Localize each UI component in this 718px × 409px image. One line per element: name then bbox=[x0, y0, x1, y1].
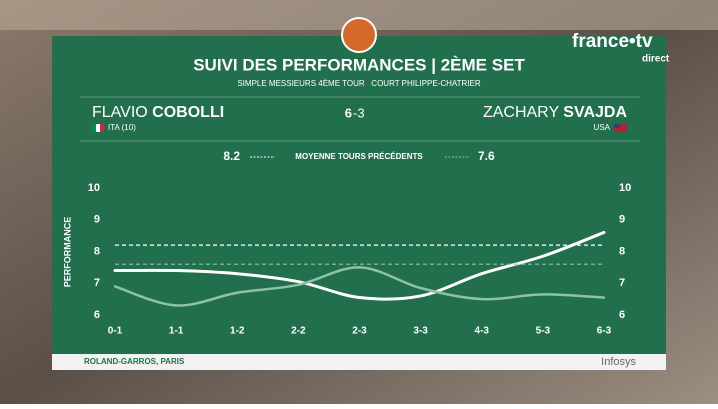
y-tick-label: 8 bbox=[94, 245, 100, 257]
flag bbox=[92, 124, 96, 132]
flag bbox=[96, 124, 100, 132]
y-tick-label: 9 bbox=[619, 214, 625, 226]
player1-name: FLAVIO COBOLLI bbox=[92, 104, 224, 121]
series-line bbox=[113, 230, 606, 301]
y-tick-label: 10 bbox=[88, 182, 100, 194]
subtitle: SIMPLE MESSIEURS 4ÈME TOUR COURT PHILIPP… bbox=[237, 79, 481, 88]
x-tick-label: 2-3 bbox=[352, 326, 367, 337]
y-tick-label: 6 bbox=[94, 309, 100, 321]
y-axis-label: PERFORMANCE bbox=[62, 217, 72, 288]
y-tick-label: 10 bbox=[619, 182, 631, 194]
flag bbox=[100, 124, 104, 132]
y-tick-label: 7 bbox=[94, 277, 100, 289]
y-tick-label: 9 bbox=[94, 214, 100, 226]
average-value: 8.2 bbox=[223, 149, 240, 163]
player2-name: ZACHARY SVAJDA bbox=[483, 104, 627, 121]
score: 6 bbox=[345, 105, 352, 120]
player1-country: ITA (10) bbox=[108, 123, 136, 132]
sponsor: Infosys bbox=[601, 356, 636, 368]
broadcaster-logo: france•tv bbox=[572, 31, 653, 52]
footer bbox=[52, 354, 666, 370]
average-label: MOYENNE TOURS PRÉCÉDENTS bbox=[295, 152, 423, 161]
y-tick-label: 6 bbox=[619, 309, 625, 321]
x-tick-label: 5-3 bbox=[536, 326, 551, 337]
footer-location: ROLAND-GARROS, PARIS bbox=[84, 357, 185, 366]
x-tick-label: 1-2 bbox=[230, 326, 245, 337]
x-tick-label: 6-3 bbox=[597, 326, 612, 337]
flag bbox=[614, 124, 627, 132]
x-tick-label: 1-1 bbox=[169, 326, 184, 337]
average-value: 7.6 bbox=[478, 149, 495, 163]
flag bbox=[614, 124, 620, 128]
x-tick-label: 2-2 bbox=[291, 326, 306, 337]
x-tick-label: 0-1 bbox=[108, 326, 123, 337]
series-line bbox=[113, 266, 606, 307]
player2-country: USA bbox=[594, 123, 611, 132]
x-tick-label: 3-3 bbox=[413, 326, 428, 337]
live-tag: direct bbox=[642, 54, 670, 65]
score: -3 bbox=[353, 105, 365, 120]
logo bbox=[341, 17, 377, 53]
title: SUIVI DES PERFORMANCES | 2ÈME SET bbox=[193, 55, 525, 74]
y-tick-label: 7 bbox=[619, 277, 625, 289]
y-tick-label: 8 bbox=[619, 245, 625, 257]
x-tick-label: 4-3 bbox=[475, 326, 490, 337]
